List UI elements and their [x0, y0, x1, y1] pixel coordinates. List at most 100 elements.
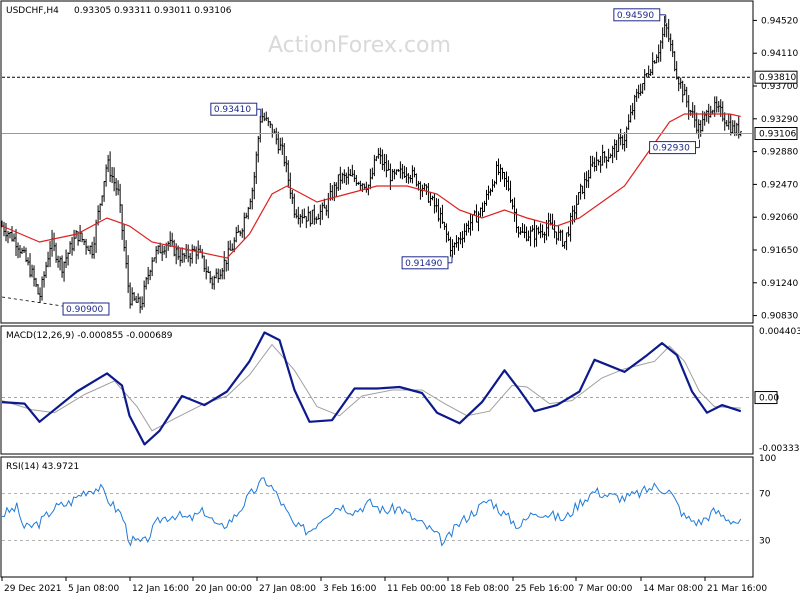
- price-bar: [35, 277, 38, 288]
- price-bar: [83, 238, 86, 246]
- price-bar: [567, 226, 570, 237]
- price-bar: [121, 204, 124, 240]
- price-bar: [587, 169, 590, 188]
- price-bar: [401, 163, 404, 180]
- macd-y-tick: -0.003338: [759, 444, 800, 454]
- price-bar: [581, 185, 584, 195]
- svg-text:0.00: 0.00: [759, 394, 779, 404]
- price-bar: [269, 121, 272, 129]
- price-bar: [47, 251, 50, 268]
- price-bar: [557, 226, 560, 241]
- price-bar: [91, 241, 94, 259]
- price-bar: [305, 216, 308, 229]
- price-bar: [339, 166, 342, 190]
- price-bar: [317, 213, 320, 220]
- price-bar: [661, 27, 664, 49]
- price-bar: [731, 120, 734, 134]
- price-bar: [439, 207, 442, 229]
- price-bar: [451, 239, 454, 258]
- price-bar: [279, 137, 282, 151]
- price-bar: [207, 266, 210, 273]
- price-bar: [635, 88, 638, 102]
- price-bar: [729, 114, 732, 136]
- price-bar: [359, 180, 362, 191]
- price-bar: [267, 117, 270, 127]
- price-bar: [209, 270, 212, 284]
- price-bar: [399, 161, 402, 179]
- price-bar: [553, 220, 556, 239]
- price-bar: [59, 256, 62, 271]
- price-bar: [721, 101, 724, 122]
- price-bar: [495, 161, 498, 185]
- rsi-y-tick: 70: [759, 489, 771, 499]
- annotation-label: 0.93410: [214, 105, 251, 115]
- price-bar: [23, 246, 26, 253]
- price-bar: [549, 213, 552, 226]
- price-bar: [445, 223, 448, 243]
- price-bar: [181, 247, 184, 264]
- price-bar: [123, 224, 126, 252]
- price-bar: [133, 291, 136, 301]
- price-bar: [589, 155, 592, 179]
- price-bar: [73, 229, 76, 252]
- price-bar: [537, 226, 540, 235]
- price-bar: [237, 224, 240, 234]
- price-bar: [715, 96, 718, 113]
- price-bar: [709, 105, 712, 118]
- x-tick-label: 7 Mar 00:00: [578, 584, 633, 594]
- price-bar: [381, 149, 384, 171]
- price-bar: [673, 51, 676, 72]
- price-bar: [275, 127, 278, 145]
- price-bar: [149, 269, 152, 281]
- annotation-label: 0.94590: [617, 11, 654, 21]
- price-bar: [681, 80, 684, 103]
- price-y-tick: 0.93290: [761, 115, 798, 125]
- price-bar: [543, 231, 546, 244]
- price-bar: [555, 231, 558, 245]
- price-bar: [255, 151, 258, 184]
- price-bar: [691, 102, 694, 118]
- price-bar: [283, 143, 286, 167]
- price-bar: [615, 139, 618, 161]
- price-bar: [683, 83, 686, 96]
- price-bar: [29, 253, 32, 278]
- price-bar: [529, 226, 532, 247]
- price-bar: [457, 237, 460, 251]
- price-bar: [325, 204, 328, 216]
- price-bar: [297, 206, 300, 225]
- svg-text:0.93810: 0.93810: [759, 73, 796, 83]
- price-bar: [705, 109, 708, 122]
- x-tick-label: 12 Jan 16:00: [132, 584, 189, 594]
- price-bar: [577, 191, 580, 205]
- price-bar: [313, 204, 316, 225]
- price-bar: [285, 155, 288, 173]
- price-bar: [81, 232, 84, 243]
- price-bar: [39, 287, 42, 303]
- price-bar: [105, 164, 108, 187]
- price-bar: [639, 83, 642, 96]
- price-bar: [295, 209, 298, 219]
- price-bar: [547, 212, 550, 237]
- price-bar: [519, 227, 522, 235]
- price-bar: [435, 198, 438, 213]
- price-bar: [303, 208, 306, 219]
- price-bar: [65, 249, 68, 268]
- price-bar: [301, 209, 304, 224]
- price-bar: [477, 211, 480, 232]
- price-y-tick: 0.94110: [761, 49, 798, 59]
- price-bar: [437, 198, 440, 222]
- price-bar: [195, 246, 198, 264]
- price-bar: [665, 23, 668, 38]
- price-bar: [405, 167, 408, 183]
- x-tick-label: 20 Jan 00:00: [195, 584, 252, 594]
- annotation-label: 0.91490: [405, 259, 442, 269]
- price-bar: [11, 226, 14, 242]
- x-tick-label: 3 Feb 16:00: [323, 584, 377, 594]
- price-bar: [141, 296, 144, 310]
- price-bar: [513, 197, 516, 222]
- price-bar: [87, 245, 90, 251]
- price-bar: [25, 247, 28, 263]
- axis-layer: 0.94520 0.94110 0.93700 0.93290 0.92880 0.924…: [1, 16, 800, 594]
- price-bar: [45, 261, 48, 278]
